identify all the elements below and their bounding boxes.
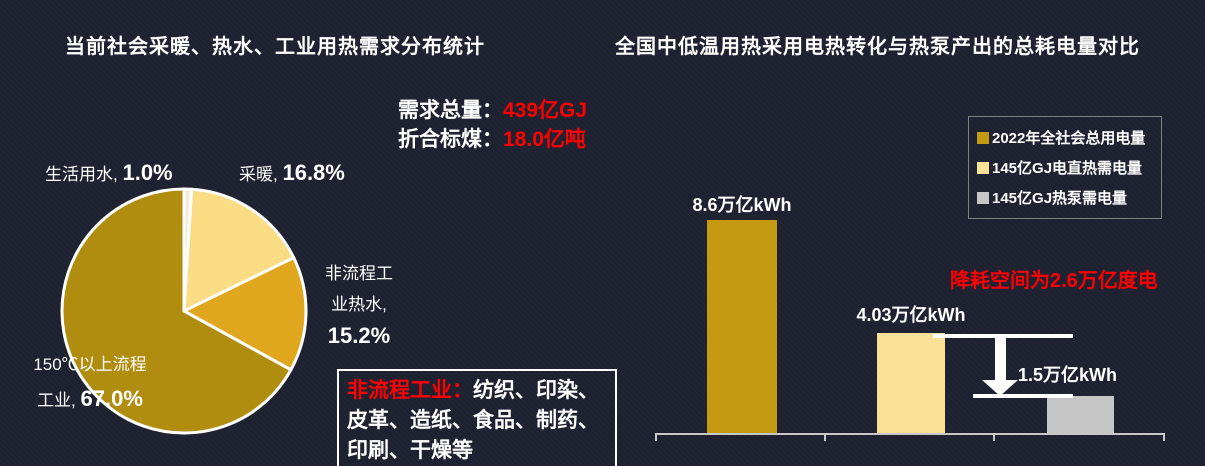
demand-stats: 需求总量：439亿GJ 折合标煤：18.0亿吨 xyxy=(398,96,587,154)
down-arrow-icon xyxy=(995,334,1006,382)
down-arrow-head-icon xyxy=(982,380,1018,396)
legend-label: 145亿GJ热泵需电量 xyxy=(992,190,1128,207)
legend-label: 145亿GJ电直热需电量 xyxy=(992,160,1143,177)
right-chart-title: 全国中低温用热采用电热转化与热泵产出的总耗电量对比 xyxy=(615,36,1140,58)
axis-tick xyxy=(993,433,995,441)
pie-label-non-process-value: 15.2% xyxy=(327,323,391,348)
pie-label-process-150-line1: 150℃以上流程 xyxy=(33,355,147,374)
pie-label-domestic-water-name: 生活用水, xyxy=(45,165,118,184)
axis-tick xyxy=(824,433,826,441)
legend-label: 2022年全社会总用电量 xyxy=(992,130,1146,147)
bar-value-direct-heat: 4.03万亿kWh xyxy=(856,305,966,325)
demand-total-label: 需求总量： xyxy=(398,99,503,122)
non-process-industry-note-box: 非流程工业：纺织、印染、皮革、造纸、食品、制药、印刷、干燥等 xyxy=(337,369,617,466)
coal-equivalent-label: 折合标煤： xyxy=(398,128,503,151)
legend-swatch xyxy=(977,131,989,144)
pie-slice xyxy=(60,187,293,435)
pie-label-heating-value: 16.8% xyxy=(282,160,345,185)
pie-label-domestic-water-value: 1.0% xyxy=(122,160,173,185)
axis-tick xyxy=(1163,433,1165,441)
pie-label-domestic-water: 生活用水, 1.0% xyxy=(45,160,173,186)
left-chart-title: 当前社会采暖、热水、工业用热需求分布统计 xyxy=(65,36,485,58)
demand-total-line: 需求总量：439亿GJ xyxy=(398,96,587,125)
pie-slice xyxy=(182,256,308,372)
pie-label-heating-name: 采暖, xyxy=(239,165,278,184)
coal-equivalent-line: 折合标煤：18.0亿吨 xyxy=(398,125,587,154)
legend-item-total: 2022年全社会总用电量 xyxy=(977,127,1153,148)
bar-direct-heat xyxy=(877,333,945,433)
coal-equivalent-value: 18.0亿吨 xyxy=(503,128,586,151)
pie-label-process-150-name: 工业, xyxy=(37,391,76,410)
pie-label-process-150-value: 67.0% xyxy=(80,386,143,411)
note-box-highlight: 非流程工业： xyxy=(347,379,473,402)
bar-heat-pump xyxy=(1047,396,1114,433)
axis-tick xyxy=(655,433,657,441)
pie-label-non-process-line1: 非流程工 xyxy=(325,264,393,283)
legend-swatch xyxy=(977,161,989,174)
pie-label-non-process-line2: 业热水, xyxy=(331,295,387,314)
bar-chart-legend: 2022年全社会总用电量 145亿GJ电直热需电量 145亿GJ热泵需电量 xyxy=(968,116,1162,219)
legend-swatch xyxy=(977,191,989,204)
pie-label-non-process: 非流程工 业热水, 15.2% xyxy=(301,258,417,353)
level-line-heat-pump xyxy=(973,394,1073,398)
pie-label-process-150-line2: 工业, 67.0% xyxy=(8,382,172,418)
savings-annotation: 降耗空间为2.6万亿度电 xyxy=(950,270,1158,292)
pie-label-process-150: 150℃以上流程 工业, 67.0% xyxy=(8,348,172,418)
legend-item-direct-heat: 145亿GJ电直热需电量 xyxy=(977,157,1153,178)
demand-total-value: 439亿GJ xyxy=(503,99,588,122)
x-axis xyxy=(655,433,1165,441)
note-box-text: 纺织、印染、皮革、造纸、食品、制药、印刷、干燥等 xyxy=(347,379,599,462)
pie-chart xyxy=(54,181,314,441)
bar-value-heat-pump: 1.5万亿kWh xyxy=(1018,365,1118,385)
bar-total-consumption xyxy=(707,220,777,433)
pie-chart-svg xyxy=(60,187,308,435)
pie-slice xyxy=(182,187,296,313)
legend-item-heat-pump: 145亿GJ热泵需电量 xyxy=(977,187,1153,208)
pie-label-heating: 采暖, 16.8% xyxy=(239,160,345,186)
bar-value-total-consumption: 8.6万亿kWh xyxy=(692,195,792,215)
